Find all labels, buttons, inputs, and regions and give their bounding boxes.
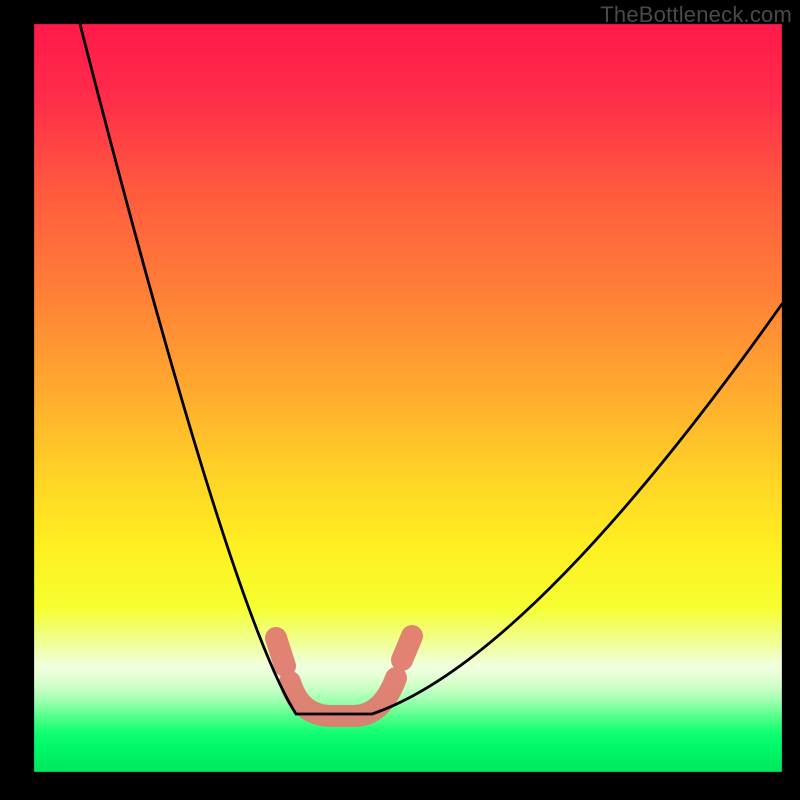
frame-border-bottom — [0, 772, 800, 800]
bottleneck-gradient-background — [0, 0, 800, 800]
frame-border-right — [782, 0, 800, 800]
chart-stage: TheBottleneck.com — [0, 0, 800, 800]
frame-border-left — [0, 0, 34, 800]
